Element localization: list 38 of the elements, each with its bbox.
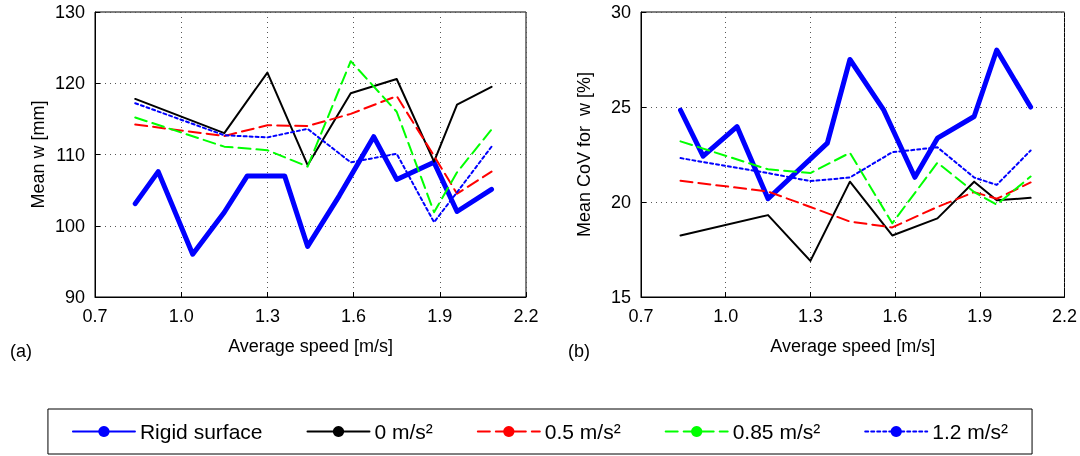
x-tick-label: 1.3 bbox=[254, 306, 280, 326]
y-axis-title: Mean w [mm] bbox=[28, 100, 48, 209]
line-series bbox=[134, 71, 493, 167]
legend-label: 0 m/s² bbox=[374, 420, 433, 443]
y-tick-label: 120 bbox=[54, 73, 85, 94]
legend-label: 0.5 m/s² bbox=[544, 420, 621, 443]
x-tick-label: 2.2 bbox=[1051, 306, 1077, 326]
line-series bbox=[679, 180, 1032, 262]
legend-label: 1.2 m/s² bbox=[932, 420, 1009, 443]
y-tick-label: 130 bbox=[54, 2, 85, 22]
line-series bbox=[679, 140, 1032, 225]
line-series bbox=[134, 60, 493, 214]
x-tick-label: 0.7 bbox=[82, 306, 108, 326]
y-tick-label: 100 bbox=[54, 215, 85, 236]
y-tick-label: 15 bbox=[610, 287, 631, 307]
x-axis-title: Average speed [m/s] bbox=[228, 336, 393, 356]
line-series bbox=[134, 95, 493, 195]
y-axis-title: Mean CoV for w [%] bbox=[574, 71, 594, 238]
text: (a) bbox=[10, 341, 32, 361]
legend-label: Rigid surface bbox=[139, 420, 263, 443]
y-tick-label: 90 bbox=[64, 287, 85, 307]
x-tick-label: 1.3 bbox=[797, 306, 823, 326]
x-tick-label: 1.0 bbox=[713, 306, 739, 326]
x-tick-label: 1.0 bbox=[168, 306, 194, 326]
x-tick-label: 2.2 bbox=[513, 306, 539, 326]
y-tick-label: 20 bbox=[610, 192, 631, 212]
y-tick-label: 110 bbox=[56, 144, 85, 165]
x-tick-label: 1.6 bbox=[882, 306, 908, 326]
text: (b) bbox=[568, 341, 590, 361]
x-tick-label: 1.9 bbox=[427, 306, 453, 326]
x-axis-title: Average speed [m/s] bbox=[770, 336, 936, 356]
x-tick-label: 1.6 bbox=[341, 306, 367, 326]
x-tick-label: 0.7 bbox=[628, 306, 654, 326]
legend-label: 0.85 m/s² bbox=[732, 420, 821, 443]
x-tick-label: 1.9 bbox=[967, 306, 993, 326]
y-tick-label: 25 bbox=[610, 97, 631, 117]
y-tick-label: 30 bbox=[610, 2, 631, 22]
line-series bbox=[679, 179, 1032, 229]
